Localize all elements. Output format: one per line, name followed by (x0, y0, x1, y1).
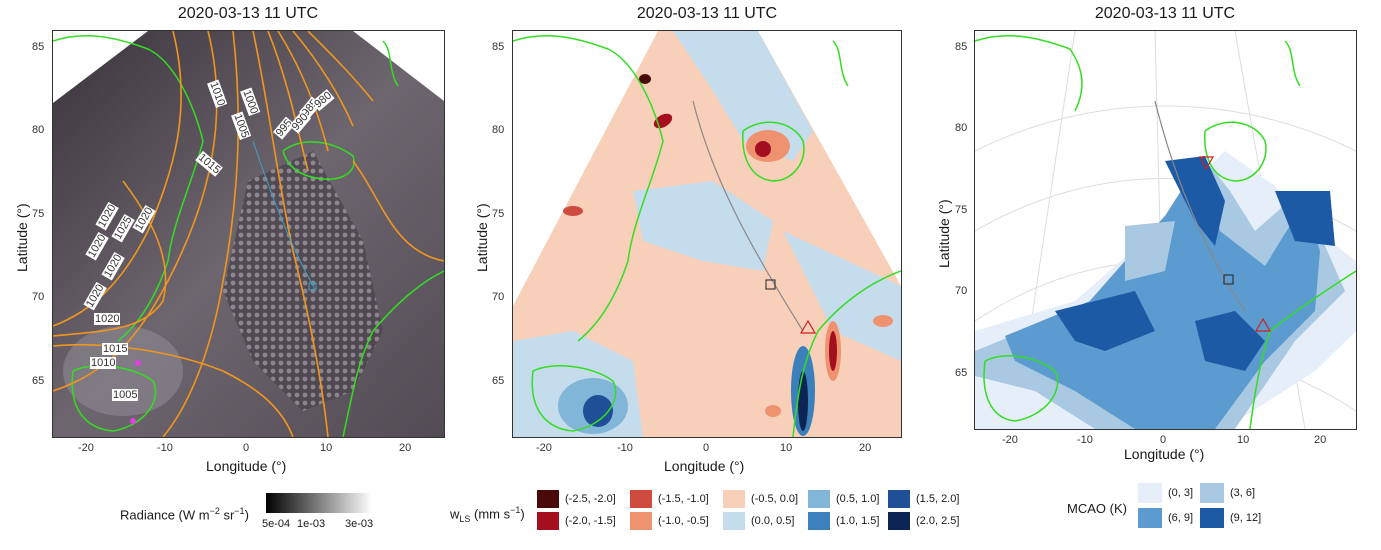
legend-label: (1.0, 1.5] (836, 515, 880, 527)
ytick: 80 (32, 124, 45, 136)
radiance-colorbar (266, 493, 372, 513)
isobar-label: 1020 (94, 313, 121, 325)
legend-swatch (808, 512, 830, 530)
ytick: 80 (955, 122, 968, 134)
xtick: 10 (1237, 434, 1250, 446)
triangle-marker (1254, 317, 1272, 332)
legend-swatch (723, 490, 745, 508)
coastlines (513, 35, 901, 437)
x-axis-label: Longitude (°) (1124, 446, 1205, 462)
legend-swatch (888, 490, 910, 508)
colorbar-tick: 1e-03 (297, 518, 326, 530)
xtick: 0 (703, 442, 710, 454)
xtick: 10 (780, 442, 793, 454)
legend-swatch (808, 490, 830, 508)
y-axis-label: Latitude (°) (936, 199, 952, 268)
xtick: 0 (243, 442, 250, 454)
legend-swatch (630, 490, 652, 508)
xtick: -10 (1077, 434, 1093, 446)
xtick: -10 (157, 442, 173, 454)
legend-label: (2.0, 2.5] (916, 515, 960, 527)
legend-label: (0.5, 1.0] (836, 493, 880, 505)
legend-label: (-2.0, -1.5] (565, 515, 616, 527)
x-axis-label: Longitude (°) (664, 458, 745, 474)
track-square-marker (1223, 274, 1234, 285)
wls-map (513, 31, 901, 437)
legend-swatch (888, 512, 910, 530)
trajectory-line (1154, 100, 1246, 312)
legend-label: (-0.5, 0.0] (751, 493, 799, 505)
legend-swatch (537, 490, 559, 508)
xtick: -10 (617, 442, 633, 454)
panel2-title: 2020-03-13 11 UTC (636, 5, 778, 22)
ytick: 75 (955, 204, 968, 216)
colorbar-tick: 5e-04 (262, 518, 291, 530)
isobar-label: 1005 (112, 389, 139, 401)
mcao-legend-title: MCAO (K) (1067, 501, 1127, 516)
xtick: 0 (1160, 434, 1167, 446)
legend-swatch (1200, 508, 1224, 528)
xtick: 10 (320, 442, 333, 454)
legend-label: (-2.5, -2.0] (565, 493, 616, 505)
open-cell-convection (223, 151, 383, 411)
mcao-map (975, 31, 1356, 429)
triangle-marker (1199, 156, 1215, 171)
xtick: -20 (536, 442, 552, 454)
legend-label: (9, 12] (1230, 512, 1262, 524)
isobar-label: 1010 (90, 357, 117, 369)
ytick: 65 (32, 375, 45, 387)
legend-swatch (1138, 483, 1162, 503)
ytick: 85 (492, 41, 505, 53)
ytick: 70 (32, 291, 45, 303)
legend-swatch (1200, 483, 1224, 503)
radiance-legend-title: Radiance (W m−2 sr−1) (120, 506, 249, 523)
ytick: 75 (492, 208, 505, 220)
legend-label: (-1.5, -1.0] (658, 493, 709, 505)
legend-label: (-1.0, -0.5] (658, 515, 709, 527)
legend-label: (0.0, 0.5] (751, 515, 795, 527)
xtick: -20 (1002, 434, 1018, 446)
panel3-title: 2020-03-13 11 UTC (1094, 5, 1236, 22)
panel2-map (512, 30, 902, 438)
panel3-map (974, 30, 1357, 430)
legend-swatch (1138, 508, 1162, 528)
xtick: 20 (399, 442, 412, 454)
panel1-title: 2020-03-13 11 UTC (177, 5, 319, 22)
legend-swatch (537, 512, 559, 530)
y-axis-label: Latitude (°) (14, 203, 30, 272)
legend-label: (0, 3] (1168, 487, 1194, 499)
xtick: 20 (1314, 434, 1327, 446)
ytick: 65 (492, 375, 505, 387)
ytick: 80 (492, 124, 505, 136)
xtick: 20 (859, 442, 872, 454)
ytick: 85 (955, 41, 968, 53)
ytick: 85 (32, 41, 45, 53)
legend-swatch (630, 512, 652, 530)
legend-label: (1.5, 2.0] (916, 493, 960, 505)
track-square-marker (308, 282, 317, 291)
ytick: 65 (955, 367, 968, 379)
ytick: 75 (32, 208, 45, 220)
y-axis-label: Latitude (°) (474, 203, 490, 272)
legend-label: (3, 6] (1230, 487, 1256, 499)
legend-swatch (723, 512, 745, 530)
isobars (53, 31, 444, 437)
trajectory-line (692, 100, 804, 332)
isobar-label: 1015 (102, 343, 129, 355)
wls-legend-title: wLS (mm s−1) (450, 505, 525, 524)
xtick: -20 (78, 442, 94, 454)
track-square-marker (765, 279, 776, 290)
legend-label: (6, 9] (1168, 512, 1194, 524)
ytick: 70 (492, 291, 505, 303)
colorbar-tick: 3e-03 (345, 518, 374, 530)
x-axis-label: Longitude (°) (206, 458, 287, 474)
ytick: 70 (955, 285, 968, 297)
triangle-marker (799, 319, 817, 334)
